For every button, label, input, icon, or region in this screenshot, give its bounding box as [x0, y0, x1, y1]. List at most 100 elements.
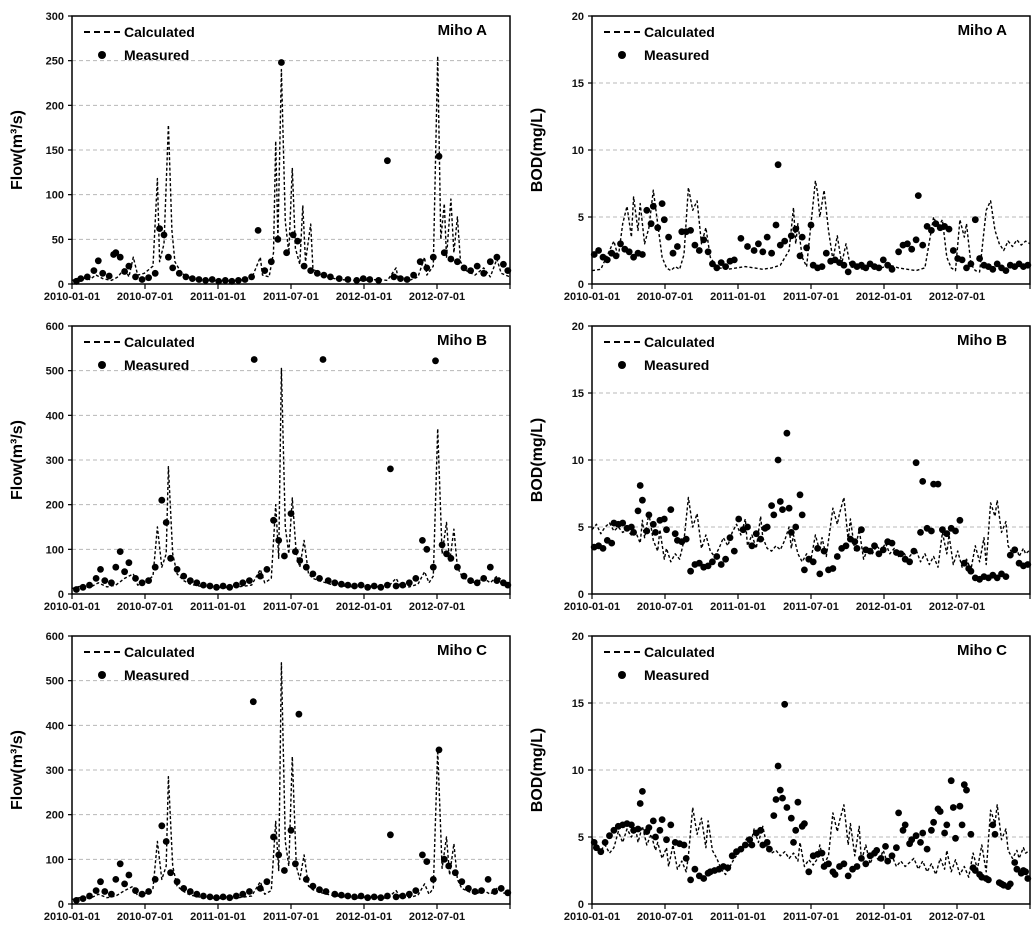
measured-point: [377, 583, 385, 591]
measured-point: [399, 581, 407, 589]
measured-point: [617, 240, 624, 248]
measured-point: [473, 579, 481, 587]
x-tick-label: 2010-07-01: [117, 601, 173, 613]
measured-point: [853, 545, 861, 552]
measured-point: [186, 577, 194, 584]
measured-point: [695, 247, 703, 254]
measured-point: [952, 834, 959, 842]
measured-point: [353, 277, 361, 284]
measured-point: [851, 538, 859, 546]
measured-point: [101, 888, 109, 895]
y-tick-label: 10: [572, 145, 584, 157]
measured-point: [787, 529, 795, 536]
measured-point: [853, 863, 861, 870]
legend-label-measured: Measured: [124, 356, 190, 373]
measured-point: [704, 248, 712, 256]
measured-point: [963, 786, 970, 794]
measured-point: [399, 892, 407, 900]
measured-point: [97, 566, 104, 573]
measured-point: [912, 236, 920, 244]
measured-point: [486, 563, 494, 571]
measured-point: [787, 814, 795, 822]
measured-point: [888, 539, 896, 547]
measured-point: [175, 269, 183, 277]
measured-point: [316, 575, 323, 582]
measured-point: [737, 845, 745, 853]
legend-item-calculated: Calculated: [84, 330, 195, 353]
measured-point: [287, 510, 295, 517]
measured-point: [138, 276, 146, 283]
measured-point: [92, 575, 100, 582]
measured-point: [344, 581, 352, 589]
legend-item-calculated: Calculated: [84, 20, 195, 43]
measured-point: [324, 577, 332, 584]
measured-point: [263, 878, 271, 886]
y-tick-label: 600: [46, 321, 64, 333]
x-tick-label: 2011-07-01: [263, 291, 319, 303]
measured-point: [108, 579, 115, 587]
dashed-line-swatch-icon: [84, 340, 120, 343]
measured-point: [493, 577, 501, 584]
legend-item-measured: Measured: [84, 663, 195, 686]
measured-point: [792, 225, 800, 233]
x-tick-label: 2012-07-01: [409, 291, 465, 303]
x-tick-label: 2011-07-01: [783, 291, 839, 303]
measured-point: [787, 232, 795, 240]
measured-point: [603, 256, 611, 264]
measured-point: [989, 265, 997, 273]
dashed-line-swatch-icon: [84, 30, 120, 33]
measured-point: [858, 526, 865, 534]
measured-point: [934, 480, 942, 488]
measured-point: [814, 545, 821, 552]
measured-point: [471, 888, 479, 895]
measured-point: [790, 839, 797, 846]
measured-point: [877, 855, 885, 862]
measured-point: [189, 275, 196, 282]
measured-point: [419, 851, 426, 859]
measured-point: [405, 579, 413, 587]
measured-point: [423, 545, 431, 553]
measured-point: [858, 855, 865, 862]
measured-point: [919, 829, 927, 837]
x-tick-label: 2010-01-01: [564, 291, 620, 303]
measured-point: [344, 892, 352, 900]
y-tick-label: 5: [578, 212, 584, 224]
y-tick-label: 400: [46, 720, 64, 732]
measured-point: [215, 277, 223, 285]
measured-point: [717, 259, 725, 266]
measured-point: [897, 550, 905, 558]
measured-point: [912, 459, 920, 467]
measured-point: [639, 496, 646, 504]
y-tick-label: 0: [58, 589, 64, 601]
measured-point: [798, 511, 806, 519]
measured-point: [595, 247, 602, 254]
measured-point: [695, 559, 703, 567]
measured-point: [90, 267, 98, 274]
dot-swatch-wrap: [84, 356, 120, 374]
measured-point: [779, 506, 786, 513]
legend-item-measured: Measured: [604, 353, 715, 376]
measured-point: [429, 253, 437, 261]
measured-point: [932, 220, 940, 228]
panel-title: Miho B: [437, 332, 487, 349]
x-tick-label: 2011-01-01: [710, 601, 766, 613]
measured-point: [435, 152, 443, 160]
y-tick-label: 100: [46, 854, 64, 866]
measured-point: [671, 530, 679, 538]
measured-point: [480, 269, 488, 277]
x-tick-label: 2012-01-01: [336, 291, 392, 303]
x-tick-label: 2010-07-01: [637, 911, 693, 923]
x-tick-label: 2012-01-01: [856, 601, 912, 613]
measured-point: [910, 547, 918, 555]
y-tick-label: 250: [46, 56, 64, 68]
measured-point: [606, 832, 613, 840]
legend-item-measured: Measured: [604, 663, 715, 686]
panel-flow-miho-b: 0 100 200 300 400 500 600 2010-01-01 2010-07-01 2…: [0, 310, 515, 620]
measured-point: [967, 260, 975, 268]
measured-point: [504, 889, 512, 897]
y-tick-label: 20: [572, 631, 584, 643]
measured-point: [287, 826, 295, 834]
measured-point: [923, 223, 931, 230]
measured-point: [344, 276, 352, 283]
measured-point: [737, 235, 745, 242]
